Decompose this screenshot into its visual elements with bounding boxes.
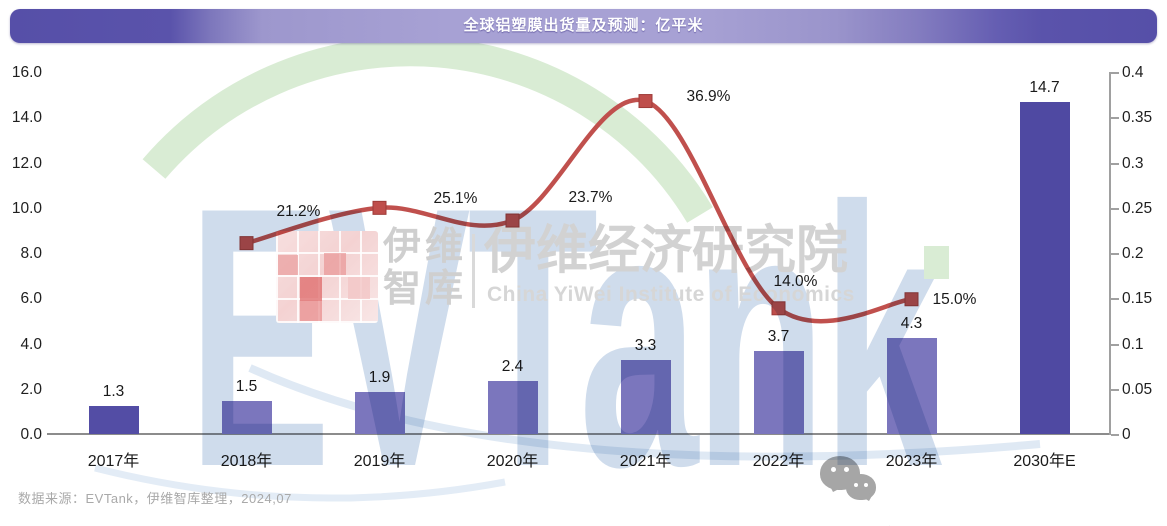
chart-title: 全球铝塑膜出货量及预测：亿平米 — [463, 17, 704, 34]
left-axis-tick-label: 14.0 — [11, 109, 42, 127]
bar-value-label: 4.3 — [900, 314, 923, 332]
left-axis-tick-label: 8.0 — [20, 245, 42, 262]
line-point-label: 21.2% — [276, 203, 321, 221]
bar-value-label: 1.9 — [368, 369, 391, 386]
right-axis-tick-label: 0 — [1122, 426, 1131, 443]
bar — [753, 351, 804, 434]
bar — [1019, 102, 1070, 434]
left-axis-tick-label: 0.0 — [20, 426, 42, 443]
line-point-label: 14.0% — [773, 273, 818, 291]
line-marker — [239, 236, 254, 251]
x-axis-line — [47, 433, 1111, 435]
bar — [886, 337, 937, 434]
line-point-label: 23.7% — [568, 188, 613, 206]
x-axis-category-label: 2018年 — [220, 453, 273, 470]
bar-value-label: 2.4 — [501, 357, 524, 375]
right-axis-tick — [1111, 117, 1119, 120]
wechat-footer: 公众号 · EVTank — [818, 452, 1167, 526]
right-axis-tick-label: 0.2 — [1122, 245, 1144, 262]
wechat-account-label: 公众号 · EVTank — [832, 514, 1127, 526]
bar-value-label: 3.7 — [767, 328, 790, 346]
bar-value-label: 1.5 — [235, 378, 258, 396]
left-axis-tick-label: 10.0 — [11, 199, 42, 217]
bar — [620, 360, 671, 434]
wechat-icon — [818, 452, 880, 510]
line-point-label: 25.1% — [433, 189, 478, 207]
blue-swoosh-watermark-upper — [248, 364, 1041, 461]
right-axis-tick — [1111, 298, 1119, 301]
right-y-axis-line — [1109, 72, 1111, 435]
bar-value-label: 3.3 — [634, 337, 657, 355]
right-axis-tick-label: 0.35 — [1122, 109, 1153, 127]
line-point-label: 15.0% — [932, 291, 977, 309]
green-circle-watermark — [142, 36, 713, 223]
right-axis-tick — [1111, 253, 1119, 255]
line-marker — [505, 213, 520, 228]
left-axis-tick-label: 6.0 — [20, 290, 42, 308]
bar — [354, 392, 405, 434]
right-axis-tick — [1111, 434, 1119, 436]
right-axis-tick-label: 0.15 — [1122, 290, 1153, 308]
title-banner: 全球铝塑膜出货量及预测：亿平米 — [10, 9, 1157, 43]
x-axis-category-label: 2023年 — [885, 453, 938, 470]
x-axis-category-label: 2030年E — [1013, 453, 1076, 470]
right-axis-tick-label: 0.25 — [1122, 199, 1153, 217]
source-note: 数据来源：EVTank，伊维智库整理，2024,07 — [18, 491, 292, 506]
bar-value-label: 1.3 — [102, 382, 125, 400]
right-axis-tick — [1111, 207, 1119, 210]
x-axis-category-label: 2022年 — [752, 453, 805, 470]
left-axis-tick-label: 2.0 — [20, 380, 42, 398]
left-axis-tick-label: 4.0 — [20, 335, 42, 353]
line-point-label: 36.9% — [686, 88, 731, 106]
right-axis-tick — [1111, 343, 1119, 346]
left-axis-tick-label: 12.0 — [11, 154, 42, 172]
right-axis-tick — [1111, 72, 1119, 74]
right-axis-tick-label: 0.1 — [1122, 335, 1144, 353]
bar — [88, 405, 139, 434]
x-axis-category-label: 2017年 — [87, 453, 140, 470]
right-axis-tick — [1111, 388, 1119, 391]
line-marker — [904, 292, 919, 307]
x-axis-category-label: 2021年 — [619, 453, 672, 470]
line-marker — [372, 200, 387, 215]
x-axis-category-label: 2020年 — [486, 453, 539, 470]
bar — [487, 380, 538, 434]
bar-value-label: 14.7 — [1029, 79, 1060, 97]
line-marker — [771, 301, 786, 316]
right-axis-tick-label: 0.05 — [1122, 380, 1153, 398]
line-marker — [638, 94, 653, 109]
blue-swoosh-watermark-lower — [94, 464, 506, 502]
right-axis-tick-label: 0.3 — [1122, 154, 1144, 172]
left-axis-tick-label: 16.0 — [11, 64, 42, 81]
right-axis-tick-label: 0.4 — [1122, 64, 1144, 81]
x-axis-category-label: 2019年 — [353, 453, 406, 470]
right-axis-tick — [1111, 162, 1119, 165]
bar — [221, 401, 272, 434]
